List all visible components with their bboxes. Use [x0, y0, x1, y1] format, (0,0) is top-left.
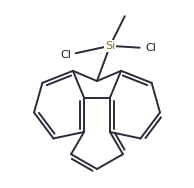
Text: Cl: Cl	[145, 43, 156, 53]
Text: Si: Si	[105, 41, 115, 51]
Text: Cl: Cl	[60, 50, 71, 60]
